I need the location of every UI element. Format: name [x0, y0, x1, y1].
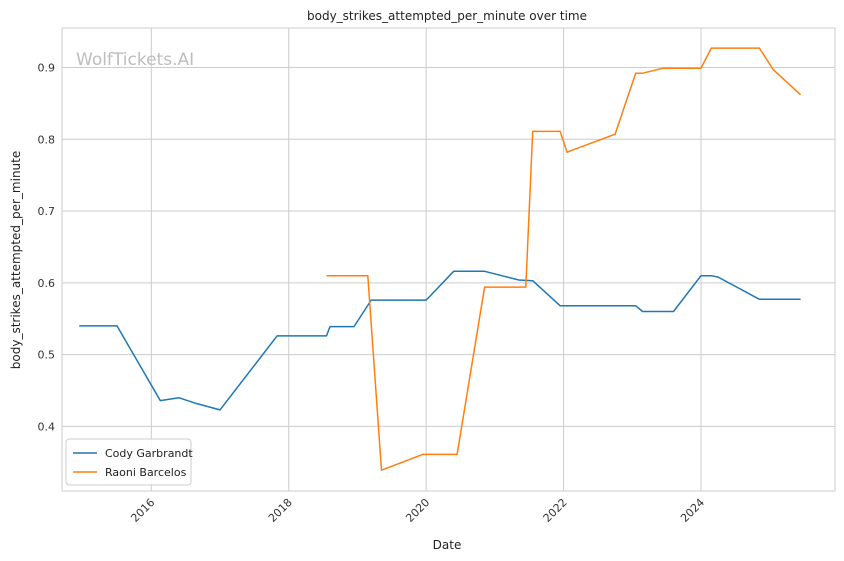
y-tick-label: 0.8 [38, 133, 56, 146]
chart-title: body_strikes_attempted_per_minute over t… [307, 9, 587, 23]
y-tick-label: 0.7 [38, 205, 56, 218]
y-axis-ticks: 0.4 0.5 0.6 0.7 0.8 0.9 [38, 61, 56, 433]
legend-box [65, 438, 192, 486]
x-tick-label: 2020 [403, 496, 432, 525]
y-axis-label: body_strikes_attempted_per_minute [9, 151, 23, 369]
x-tick-label: 2016 [128, 496, 157, 525]
grid-lines [62, 28, 835, 491]
legend: Cody Garbrandt Raoni Barcelos [65, 438, 193, 486]
x-axis-label: Date [433, 538, 462, 552]
series-lines [79, 47, 802, 471]
x-tick-label: 2018 [266, 496, 295, 525]
x-tick-label: 2022 [541, 496, 570, 525]
series-line-raoni-barcelos [326, 47, 802, 471]
y-tick-label: 0.5 [38, 349, 56, 362]
x-tick-label: 2024 [678, 496, 707, 525]
plot-area [61, 27, 836, 492]
y-tick-label: 0.9 [38, 61, 56, 74]
y-tick-label: 0.6 [38, 277, 56, 290]
y-tick-label: 0.4 [38, 420, 56, 433]
legend-label-raoni-barcelos: Raoni Barcelos [105, 466, 187, 479]
watermark: WolfTickets.AI [76, 50, 194, 70]
series-line-cody-garbrandt [79, 270, 801, 411]
legend-label-cody-garbrandt: Cody Garbrandt [105, 447, 193, 460]
x-axis-ticks: 2016 2018 2020 2022 2024 [128, 496, 707, 525]
